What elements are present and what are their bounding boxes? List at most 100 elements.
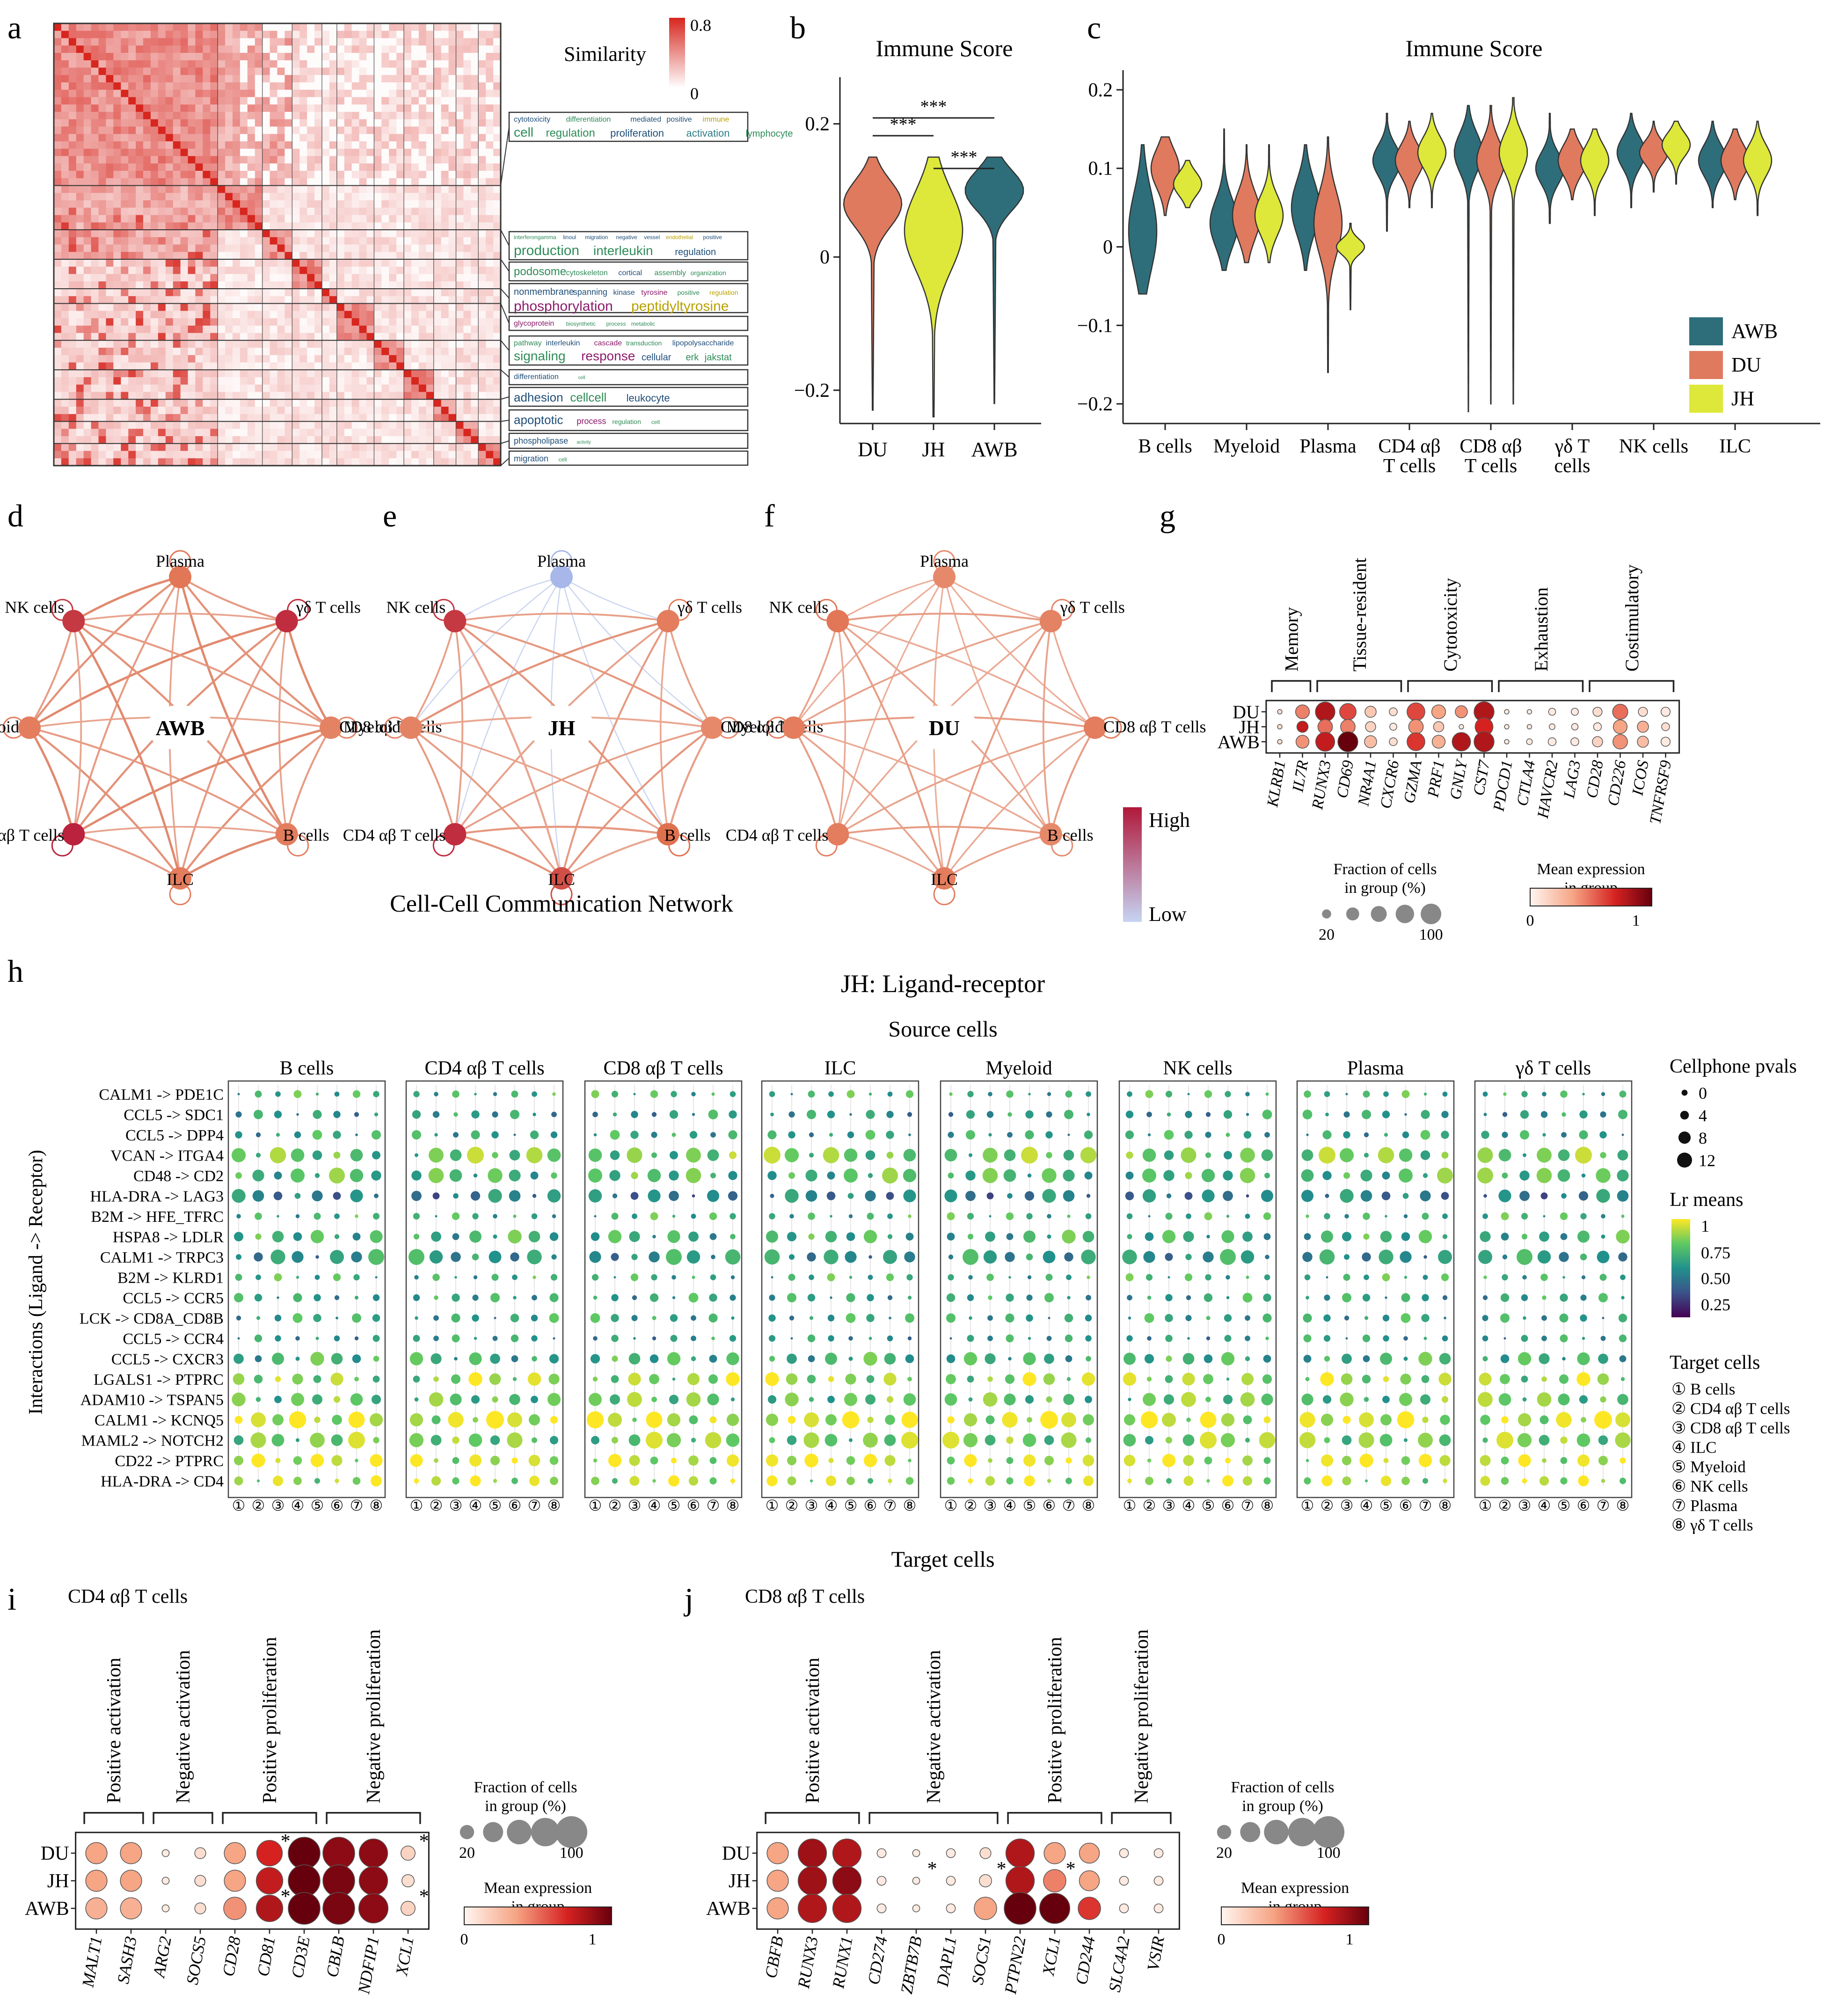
dot-DU-CD69	[1339, 703, 1357, 721]
heatmap-cell	[381, 384, 389, 393]
heatmap-cell	[247, 141, 255, 149]
lr-dot	[966, 1130, 975, 1139]
dot-JH-GNLY	[1459, 724, 1464, 730]
lr-dot	[454, 1276, 457, 1279]
heatmap-cell	[83, 171, 92, 179]
lr-dot	[454, 1357, 458, 1361]
heatmap-cell	[76, 303, 84, 311]
heatmap-cell	[351, 289, 360, 297]
network-edge	[454, 833, 562, 879]
heatmap-cell	[173, 185, 181, 193]
heatmap-cell	[314, 230, 322, 238]
heatmap-cell	[344, 362, 352, 370]
heatmap-cell	[195, 421, 203, 429]
heatmap-cell	[158, 75, 166, 83]
heatmap-cell	[203, 193, 211, 201]
lr-dot	[530, 1171, 539, 1180]
lr-dot	[867, 1213, 874, 1220]
heatmap-cell	[307, 348, 315, 356]
heatmap-cell	[113, 414, 121, 422]
heatmap-cell	[426, 97, 434, 105]
lr-dot	[708, 1110, 718, 1119]
heatmap-cell	[433, 230, 442, 238]
heatmap-cell	[210, 200, 218, 208]
lr-dot	[293, 1293, 302, 1302]
network-node-label: CD8 αβ T cells	[1103, 717, 1206, 736]
heatmap-cell	[292, 325, 300, 334]
heatmap-cell	[381, 163, 389, 171]
heatmap-cell	[188, 200, 196, 208]
heatmap-cell	[285, 436, 292, 444]
heatmap-cell	[418, 119, 427, 127]
heatmap-cell	[158, 281, 166, 289]
lr-dot	[1023, 1230, 1036, 1243]
heatmap-cell	[121, 30, 129, 39]
heatmap-cell	[61, 355, 69, 363]
heatmap-cell	[322, 163, 330, 171]
heatmap-cell	[136, 193, 144, 201]
lr-dot	[415, 1316, 418, 1320]
heatmap-cell	[381, 399, 389, 407]
lr-dot	[1024, 1191, 1035, 1201]
heatmap-cell	[463, 230, 471, 238]
lr-dot	[294, 1131, 301, 1139]
heatmap-cell	[456, 193, 464, 201]
heatmap-cell	[299, 185, 307, 193]
heatmap-cell	[486, 38, 494, 46]
heatmap-cell	[98, 126, 106, 134]
heatmap-cell	[270, 362, 278, 370]
heatmap-cell	[270, 23, 278, 31]
network-self-loop	[432, 599, 455, 621]
panel-letter-h: h	[7, 953, 23, 989]
heatmap-cell	[478, 75, 486, 83]
heatmap-cell	[54, 185, 62, 193]
heatmap-cell	[270, 38, 278, 46]
heatmap-cell	[359, 392, 367, 400]
heatmap-cell	[314, 237, 322, 245]
heatmap-cell	[441, 399, 449, 407]
heatmap-cell	[299, 75, 307, 83]
heatmap-cell	[188, 443, 196, 452]
heatmap-cell	[158, 451, 166, 459]
heatmap-cell	[448, 252, 457, 260]
heatmap-cell	[366, 303, 374, 311]
heatmap-cell	[255, 259, 263, 267]
heatmap-cell	[351, 399, 360, 407]
heatmap-cell	[351, 392, 360, 400]
heatmap-cell	[203, 215, 211, 223]
heatmap-cell	[493, 97, 501, 105]
heatmap-cell	[277, 23, 285, 31]
heatmap-cell	[433, 200, 442, 208]
heatmap-cell	[233, 340, 241, 348]
panel-h-target-label: Target cells	[891, 1547, 995, 1572]
network-edge	[410, 621, 456, 728]
heatmap-cell	[83, 296, 92, 304]
heatmap-cell	[441, 325, 449, 334]
network-edge	[179, 727, 332, 879]
heatmap-cell	[314, 112, 322, 120]
lr-dot	[630, 1131, 639, 1139]
heatmap-cell	[411, 156, 419, 164]
lr-dot	[1067, 1133, 1070, 1136]
lr-dot	[233, 1435, 244, 1445]
heatmap-cell	[255, 148, 263, 157]
heatmap-cell	[322, 53, 330, 61]
heatmap-cell	[225, 185, 233, 193]
heatmap-cell	[158, 185, 166, 193]
lr-dot	[764, 1249, 780, 1265]
heatmap-cell	[195, 443, 203, 452]
heatmap-cell	[262, 318, 270, 326]
heatmap-cell	[76, 348, 84, 356]
heatmap-cell	[404, 407, 412, 415]
heatmap-cell	[173, 333, 181, 341]
heatmap-cell	[225, 38, 233, 46]
lr-dot	[686, 1250, 700, 1264]
heatmap-cell	[471, 266, 479, 275]
dot-AWB-HAVCR2	[1547, 737, 1557, 746]
heatmap-cell	[270, 311, 278, 319]
heatmap-cell	[121, 119, 129, 127]
heatmap-cell	[150, 200, 159, 208]
heatmap-cell	[486, 53, 494, 61]
lr-dot	[825, 1231, 837, 1242]
lr-dot	[828, 1091, 834, 1097]
